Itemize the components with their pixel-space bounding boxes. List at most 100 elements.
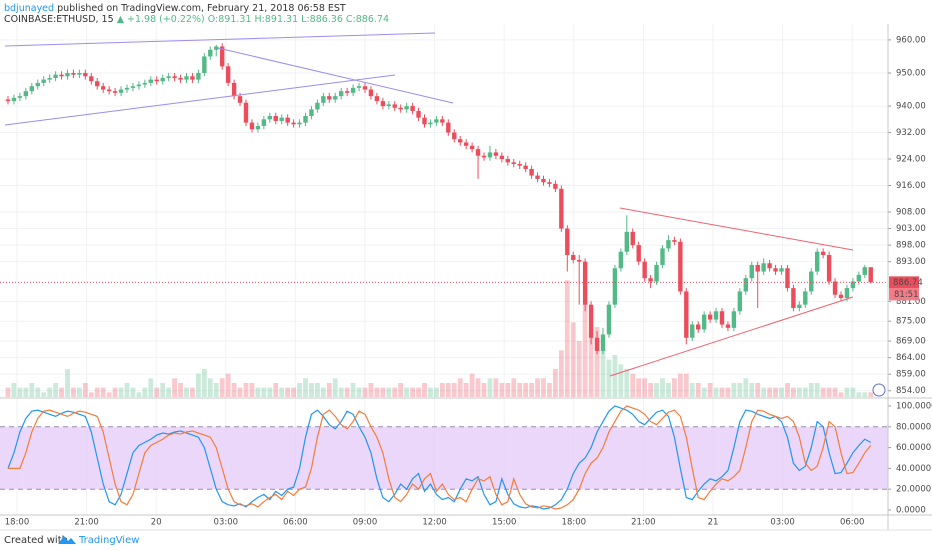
y-tick-label: 864.00	[896, 353, 926, 363]
volume-bar	[59, 387, 64, 397]
volume-bar	[529, 383, 534, 397]
candle-body	[327, 96, 332, 100]
brand[interactable]: TradingView	[78, 535, 139, 546]
drawings	[4, 32, 854, 377]
volume-bar	[796, 387, 802, 397]
volume-bar	[213, 383, 219, 397]
candle-body	[672, 240, 677, 242]
candle-body	[89, 76, 94, 82]
volume-bar	[624, 369, 630, 397]
volume-bar	[207, 378, 213, 397]
candle-body	[850, 281, 856, 289]
header-line: bdjunayed published on TradingView.com, …	[4, 3, 346, 14]
oscillator-line	[7, 405, 872, 510]
volume-bar	[368, 383, 374, 397]
volume-bar	[731, 383, 737, 397]
trend-line	[4, 74, 396, 126]
volume-bar	[505, 383, 511, 397]
volume-bar	[219, 378, 225, 397]
candle-body	[618, 251, 624, 269]
volume-bar	[285, 387, 291, 397]
candle-body	[303, 116, 308, 123]
candle-body	[434, 119, 439, 123]
volume-bar	[196, 373, 201, 397]
candle-body	[368, 89, 374, 97]
volume-bar	[47, 387, 53, 397]
candle-body	[535, 175, 540, 179]
candle-body	[23, 91, 29, 97]
candle-body	[654, 264, 659, 282]
candle-body	[17, 96, 23, 98]
volume-bar	[17, 387, 23, 397]
candle-body	[315, 102, 320, 110]
candle-body	[612, 268, 618, 305]
volume-bar	[725, 387, 731, 397]
author[interactable]: bdjunayed	[4, 3, 54, 14]
volume-bar	[201, 369, 207, 397]
volume-bar	[862, 392, 868, 397]
volume-bar	[743, 378, 749, 397]
volume-bar	[344, 387, 350, 397]
volume-bar	[166, 387, 172, 397]
volume-bar	[273, 383, 279, 397]
candle-body	[577, 259, 582, 262]
volume-bar	[380, 387, 386, 397]
candle-body	[35, 82, 40, 87]
candle-body	[118, 89, 124, 93]
volume-bar	[434, 387, 439, 397]
volume-bar	[326, 383, 332, 397]
volume-bar	[761, 387, 767, 397]
y-tick-label: 940.00	[896, 102, 926, 112]
event-icon[interactable]	[872, 383, 886, 397]
candle-body	[820, 251, 826, 256]
candle-body	[333, 96, 338, 100]
candle-body	[273, 116, 278, 121]
candle-body	[106, 89, 112, 92]
volume-bar	[249, 383, 255, 397]
candle-body	[487, 152, 493, 158]
volume-bar	[386, 387, 392, 397]
volume-bar	[618, 364, 624, 397]
candle-body	[481, 155, 487, 158]
volume-bar	[553, 369, 558, 397]
volume-bar	[672, 378, 677, 397]
volume-bar	[374, 387, 380, 397]
candle-body	[398, 107, 403, 110]
candle-body	[380, 101, 386, 107]
logo	[58, 536, 76, 544]
volume-bar	[53, 383, 58, 397]
candle-body	[440, 119, 445, 123]
candle-body	[101, 86, 106, 90]
candle-body	[184, 76, 189, 80]
open: O:891.31	[208, 14, 252, 25]
candle-body	[148, 79, 153, 83]
candle-body	[243, 102, 249, 123]
volume-bar	[267, 387, 273, 397]
volume-bar	[820, 387, 826, 397]
volume-bar	[320, 387, 326, 397]
candle-body	[47, 77, 52, 80]
volume-bar	[487, 378, 493, 397]
volume-bar	[868, 392, 874, 397]
legend-line: COINBASE:ETHUSD, 15 ▲ +1.98 (+0.22%) O:8…	[4, 14, 389, 25]
volume-bar	[517, 383, 523, 397]
volume-bar	[71, 387, 76, 397]
y-tick-label: 854.00	[896, 386, 926, 396]
y-tick-label: 916.00	[896, 181, 926, 191]
volume-bar	[564, 280, 570, 397]
trend-line	[619, 207, 854, 251]
candle-body	[630, 231, 635, 246]
candle-body	[29, 86, 34, 92]
volume-bar	[65, 369, 70, 397]
axes: 18:00 21:00 20 03:00 06:00 09:00 12:00 15:00 18:…	[5, 35, 932, 527]
volume-bar	[767, 387, 772, 397]
volume-bar	[856, 392, 862, 397]
candle-body	[678, 241, 683, 292]
volume-bar	[338, 387, 344, 397]
volume-bar	[713, 387, 719, 397]
candle-body	[95, 81, 100, 87]
candle-body	[559, 188, 564, 229]
candle-body	[136, 84, 142, 87]
